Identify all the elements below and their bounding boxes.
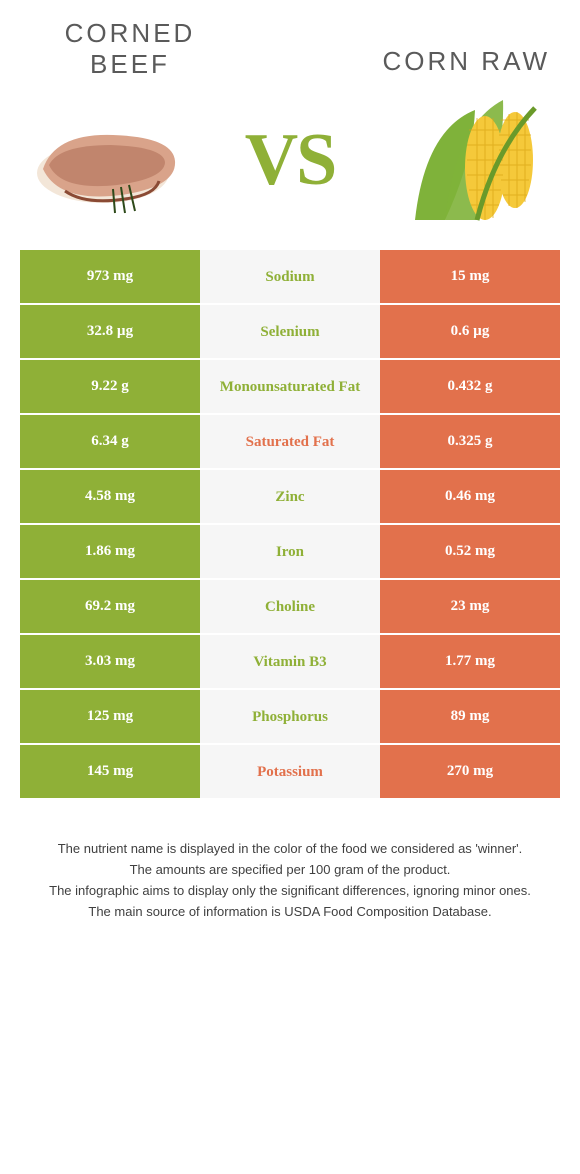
nutrient-label-cell: Choline [200, 580, 380, 633]
nutrient-label-cell: Selenium [200, 305, 380, 358]
left-value-cell: 4.58 mg [20, 470, 200, 523]
table-row: 32.8 µgSelenium0.6 µg [20, 305, 560, 360]
footer-line: The amounts are specified per 100 gram o… [30, 861, 550, 880]
left-value-cell: 9.22 g [20, 360, 200, 413]
nutrient-label-cell: Iron [200, 525, 380, 578]
footer-line: The main source of information is USDA F… [30, 903, 550, 922]
nutrient-label-cell: Vitamin B3 [200, 635, 380, 688]
right-value-cell: 270 mg [380, 745, 560, 798]
table-row: 69.2 mgCholine23 mg [20, 580, 560, 635]
comparison-table: 973 mgSodium15 mg32.8 µgSelenium0.6 µg9.… [20, 250, 560, 800]
nutrient-label-cell: Zinc [200, 470, 380, 523]
right-value-cell: 0.432 g [380, 360, 560, 413]
left-value-cell: 125 mg [20, 690, 200, 743]
right-value-cell: 1.77 mg [380, 635, 560, 688]
table-row: 3.03 mgVitamin B31.77 mg [20, 635, 560, 690]
right-value-cell: 0.46 mg [380, 470, 560, 523]
left-food-image [20, 90, 200, 230]
table-row: 9.22 gMonounsaturated Fat0.432 g [20, 360, 560, 415]
left-value-cell: 973 mg [20, 250, 200, 303]
right-value-cell: 0.52 mg [380, 525, 560, 578]
nutrient-label-cell: Monounsaturated Fat [200, 360, 380, 413]
images-row: VS [0, 80, 580, 250]
right-value-cell: 0.325 g [380, 415, 560, 468]
table-row: 1.86 mgIron0.52 mg [20, 525, 560, 580]
nutrient-label-cell: Phosphorus [200, 690, 380, 743]
table-row: 6.34 gSaturated Fat0.325 g [20, 415, 560, 470]
nutrient-label-cell: Saturated Fat [200, 415, 380, 468]
right-value-cell: 0.6 µg [380, 305, 560, 358]
footer-line: The nutrient name is displayed in the co… [30, 840, 550, 859]
left-value-cell: 145 mg [20, 745, 200, 798]
left-value-cell: 6.34 g [20, 415, 200, 468]
left-value-cell: 32.8 µg [20, 305, 200, 358]
left-value-cell: 1.86 mg [20, 525, 200, 578]
right-value-cell: 15 mg [380, 250, 560, 303]
right-value-cell: 23 mg [380, 580, 560, 633]
right-food-image [380, 90, 560, 230]
footer-notes: The nutrient name is displayed in the co… [0, 800, 580, 921]
table-row: 4.58 mgZinc0.46 mg [20, 470, 560, 525]
left-food-title: CORNED BEEF [30, 18, 230, 80]
table-row: 973 mgSodium15 mg [20, 250, 560, 305]
left-value-cell: 3.03 mg [20, 635, 200, 688]
corned-beef-icon [25, 95, 195, 225]
table-row: 125 mgPhosphorus89 mg [20, 690, 560, 745]
footer-line: The infographic aims to display only the… [30, 882, 550, 901]
right-value-cell: 89 mg [380, 690, 560, 743]
nutrient-label-cell: Potassium [200, 745, 380, 798]
vs-label: VS [245, 118, 336, 203]
corn-icon [385, 90, 555, 230]
table-row: 145 mgPotassium270 mg [20, 745, 560, 800]
header: CORNED BEEF CORN RAW [0, 0, 580, 80]
nutrient-label-cell: Sodium [200, 250, 380, 303]
right-food-title: CORN RAW [330, 18, 550, 77]
left-value-cell: 69.2 mg [20, 580, 200, 633]
